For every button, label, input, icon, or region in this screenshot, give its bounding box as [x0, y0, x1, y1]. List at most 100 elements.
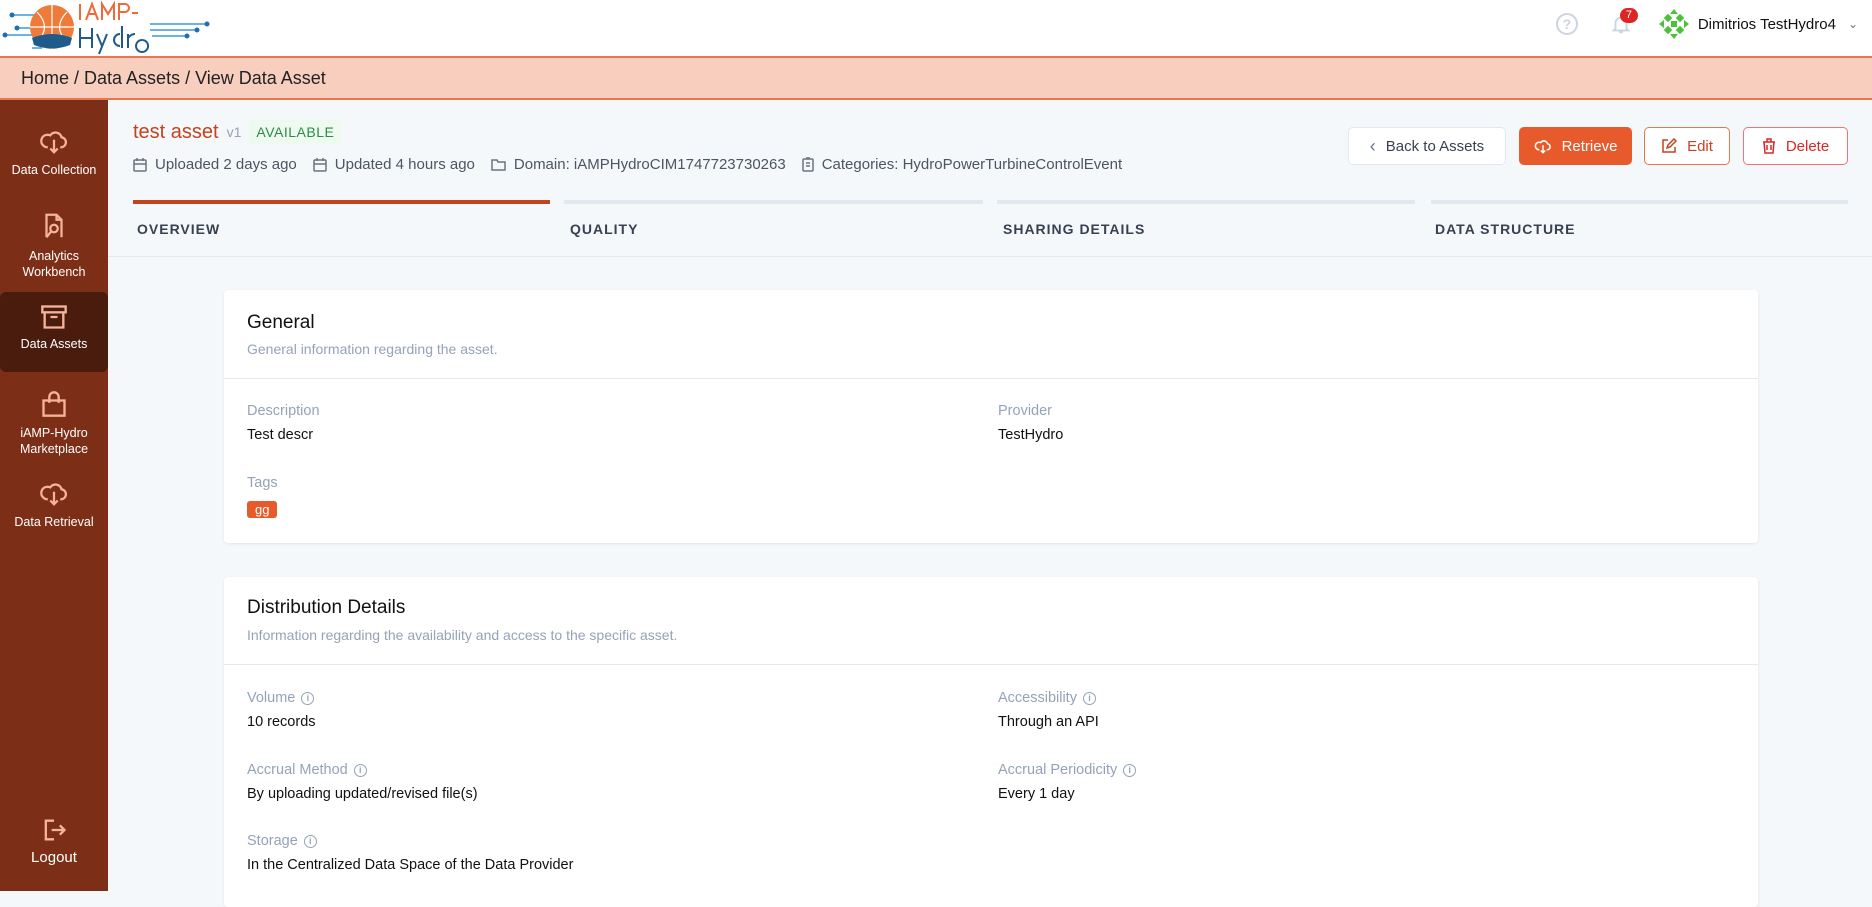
calendar-icon	[313, 157, 327, 172]
info-icon[interactable]: i	[353, 763, 367, 777]
help-icon[interactable]: ?	[1555, 13, 1578, 35]
retrieve-label: Retrieve	[1561, 137, 1618, 155]
sidebar-item-analytics-workbench[interactable]: Analytics Workbench	[0, 210, 108, 290]
delete-button[interactable]: Delete	[1743, 127, 1848, 165]
volume-label: Volume i	[247, 690, 315, 706]
categories-meta: Categories: HydroPowerTurbineControlEven…	[801, 156, 1123, 173]
tab-indicator-overview	[133, 200, 550, 204]
logout-icon	[44, 819, 67, 841]
iamp-hydro-logo[interactable]	[2, 0, 242, 56]
chevron-down-icon[interactable]: ⌄	[1847, 17, 1858, 31]
retrieve-button[interactable]: Retrieve	[1519, 127, 1632, 165]
logout-label: Logout	[31, 849, 77, 866]
logout-button[interactable]: Logout	[0, 816, 108, 876]
edit-label: Edit	[1687, 137, 1713, 155]
card-title: Distribution Details	[247, 597, 406, 618]
storage-value: In the Centralized Data Space of the Dat…	[247, 857, 574, 873]
card-subtitle: Information regarding the availability a…	[247, 627, 678, 643]
cloud-download-icon	[1534, 140, 1551, 154]
tab-quality[interactable]: QUALITY	[570, 221, 639, 237]
status-badge: AVAILABLE	[249, 120, 342, 144]
asset-title: test asset	[133, 120, 219, 143]
tabs-divider	[108, 256, 1872, 257]
uploaded-meta: Uploaded 2 days ago	[133, 156, 297, 173]
sidebar-item-label: Data Retrieval	[14, 515, 94, 529]
edit-icon	[1662, 138, 1678, 153]
divider	[224, 664, 1758, 665]
info-icon[interactable]: i	[303, 834, 317, 848]
back-to-assets-button[interactable]: ‹ Back to Assets	[1348, 127, 1506, 165]
sidebar-item-marketplace[interactable]: iAMP-Hydro Marketplace	[0, 389, 108, 469]
info-icon[interactable]: i	[1123, 763, 1137, 777]
archive-icon	[41, 305, 67, 329]
accrual-method-label: Accrual Method i	[247, 762, 367, 778]
volume-value: 10 records	[247, 714, 316, 730]
breadcrumb: Home / Data Assets / View Data Asset	[0, 56, 1872, 100]
folder-icon	[491, 159, 506, 171]
card-title: General	[247, 312, 315, 333]
trash-icon	[1762, 138, 1775, 154]
label-text: Accessibility	[998, 690, 1077, 706]
provider-value: TestHydro	[998, 427, 1064, 443]
categories-text: Categories: HydroPowerTurbineControlEven…	[821, 156, 1123, 173]
cloud-download-icon	[40, 483, 68, 506]
header-actions: ? 7 Dimitrios TestHydro4 ⌄	[1555, 0, 1858, 48]
updated-text: Updated 4 hours ago	[334, 156, 475, 173]
sidebar-item-data-retrieval[interactable]: Data Retrieval	[0, 478, 108, 548]
info-icon[interactable]: i	[301, 691, 315, 705]
general-card: General General information regarding th…	[224, 290, 1758, 543]
tab-sharing-details[interactable]: SHARING DETAILS	[1003, 221, 1146, 237]
description-label: Description	[247, 403, 320, 419]
label-text: Accrual Periodicity	[998, 762, 1118, 778]
tab-data-structure[interactable]: DATA STRUCTURE	[1435, 221, 1576, 237]
label-text: Accrual Method	[247, 762, 348, 778]
back-label: Back to Assets	[1385, 137, 1485, 155]
edit-button[interactable]: Edit	[1644, 127, 1730, 165]
sidebar-item-data-assets[interactable]: Data Assets	[0, 292, 108, 372]
sidebar-item-data-collection[interactable]: Data Collection	[0, 126, 108, 196]
asset-meta-row: Uploaded 2 days ago Updated 4 hours ago …	[133, 156, 1122, 173]
updated-meta: Updated 4 hours ago	[313, 156, 475, 173]
accrual-periodicity-label: Accrual Periodicity i	[998, 762, 1137, 778]
sidebar: Data Collection Analytics Workbench Data…	[0, 100, 108, 891]
accrual-method-value: By uploading updated/revised file(s)	[247, 786, 478, 802]
distribution-card: Distribution Details Information regardi…	[224, 577, 1758, 907]
clipboard-icon	[801, 157, 814, 172]
tag-chip: gg	[247, 501, 278, 518]
accessibility-value: Through an API	[998, 714, 1099, 730]
sidebar-item-label: Data Collection	[11, 163, 97, 177]
tab-overview[interactable]: OVERVIEW	[137, 221, 221, 237]
tab-indicator-quality	[564, 200, 983, 204]
tab-indicator-sharing	[997, 200, 1415, 204]
asset-title-row: test asset v1 AVAILABLE	[133, 120, 342, 144]
tab-indicator-structure	[1431, 200, 1848, 204]
avatar[interactable]	[1658, 8, 1690, 40]
shopping-bag-icon	[42, 391, 66, 417]
notifications-button[interactable]: 7	[1610, 8, 1638, 37]
notification-badge: 7	[1619, 8, 1638, 23]
description-value: Test descr	[247, 427, 314, 443]
sidebar-item-label: iAMP-Hydro Marketplace	[19, 426, 89, 456]
uploaded-text: Uploaded 2 days ago	[155, 156, 297, 173]
storage-label: Storage i	[247, 833, 317, 849]
user-name[interactable]: Dimitrios TestHydro4	[1697, 15, 1836, 33]
card-subtitle: General information regarding the asset.	[247, 341, 498, 357]
cloud-download-icon	[40, 131, 68, 154]
domain-text: Domain: iAMPHydroCIM1747723730263	[513, 156, 786, 173]
tags-label: Tags	[247, 475, 278, 491]
provider-label: Provider	[998, 403, 1052, 419]
sidebar-item-label: Data Assets	[20, 337, 88, 351]
delete-label: Delete	[1785, 137, 1830, 155]
accrual-periodicity-value: Every 1 day	[998, 786, 1075, 802]
calendar-icon	[133, 157, 147, 172]
divider	[224, 378, 1758, 379]
label-text: Storage	[247, 833, 298, 849]
accessibility-label: Accessibility i	[998, 690, 1096, 706]
top-header: ? 7 Dimitrios TestHydro4 ⌄	[0, 0, 1872, 56]
sidebar-item-label: Analytics Workbench	[22, 249, 86, 279]
info-icon[interactable]: i	[1082, 691, 1096, 705]
domain-meta: Domain: iAMPHydroCIM1747723730263	[491, 156, 786, 173]
label-text: Volume	[247, 690, 296, 706]
asset-version: v1	[226, 124, 242, 140]
file-search-icon	[45, 213, 63, 238]
